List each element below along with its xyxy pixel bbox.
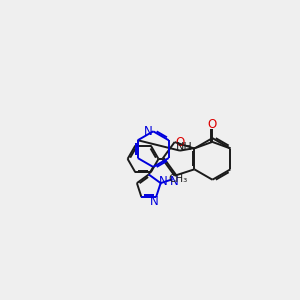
Text: N: N (150, 195, 159, 208)
Text: CH₃: CH₃ (168, 174, 188, 184)
Text: O: O (208, 118, 217, 130)
Text: N: N (170, 175, 179, 188)
Text: N: N (159, 175, 168, 188)
Text: NH: NH (176, 142, 193, 152)
Text: N: N (143, 125, 152, 138)
Text: O: O (175, 136, 184, 148)
